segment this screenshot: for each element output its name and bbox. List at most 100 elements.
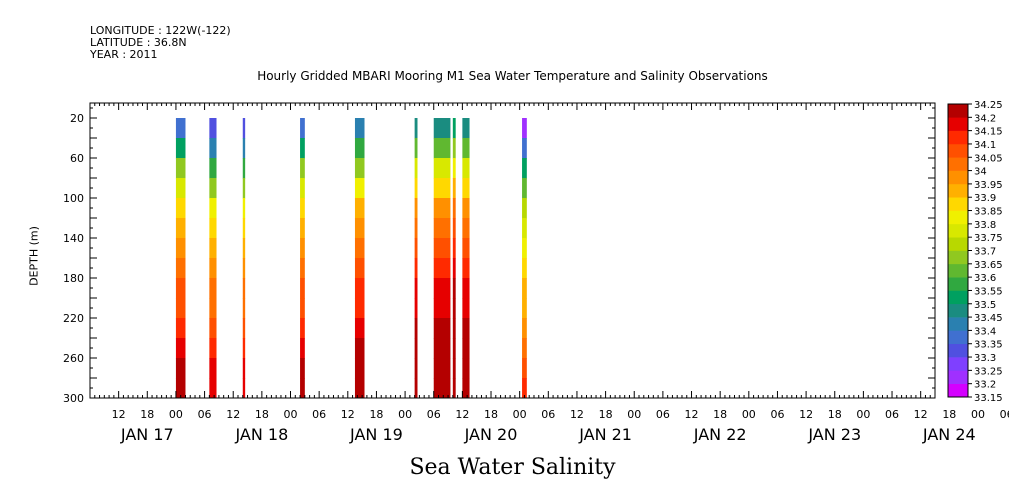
colorbar-label: 33.9 bbox=[974, 193, 996, 204]
salinity-band bbox=[175, 218, 186, 239]
salinity-band bbox=[414, 198, 418, 219]
colorbar-label: 34 bbox=[974, 167, 987, 178]
salinity-band bbox=[452, 198, 456, 219]
salinity-band bbox=[462, 258, 470, 279]
x-hour-tick-label: 06 bbox=[312, 408, 326, 421]
salinity-band bbox=[300, 258, 305, 279]
salinity-band bbox=[300, 138, 305, 159]
colorbar-label: 33.3 bbox=[974, 353, 996, 364]
salinity-band bbox=[354, 338, 365, 359]
colorbar-label: 34.1 bbox=[974, 140, 996, 151]
salinity-band bbox=[522, 358, 527, 379]
x-hour-tick-label: 12 bbox=[799, 408, 813, 421]
salinity-band bbox=[242, 238, 246, 259]
x-day-label: JAN 17 bbox=[120, 425, 174, 444]
x-hour-tick-label: 00 bbox=[856, 408, 870, 421]
y-tick-label: 220 bbox=[63, 312, 84, 325]
salinity-band bbox=[522, 238, 527, 259]
colorbar-swatch bbox=[948, 183, 968, 198]
salinity-band bbox=[414, 138, 418, 159]
y-tick-label: 100 bbox=[63, 192, 84, 205]
x-day-label: JAN 21 bbox=[578, 425, 632, 444]
x-hour-tick-label: 18 bbox=[140, 408, 154, 421]
colorbar-swatch bbox=[948, 143, 968, 158]
salinity-band bbox=[175, 318, 186, 339]
colorbar-swatch bbox=[948, 357, 968, 371]
salinity-band bbox=[242, 218, 246, 239]
salinity-band bbox=[242, 158, 246, 179]
salinity-band bbox=[414, 118, 418, 139]
salinity-band bbox=[300, 158, 305, 179]
observation-block bbox=[522, 118, 527, 399]
salinity-band bbox=[175, 118, 186, 139]
x-hour-tick-label: 06 bbox=[885, 408, 899, 421]
salinity-band bbox=[522, 218, 527, 239]
x-hour-tick-label: 00 bbox=[284, 408, 298, 421]
colorbar-swatch bbox=[948, 343, 968, 358]
x-hour-tick-label: 18 bbox=[713, 408, 727, 421]
salinity-band bbox=[522, 198, 527, 219]
x-hour-tick-label: 12 bbox=[455, 408, 469, 421]
salinity-band bbox=[433, 238, 451, 259]
salinity-band bbox=[209, 258, 217, 279]
observation-block bbox=[354, 118, 365, 399]
x-hour-tick-label: 12 bbox=[341, 408, 355, 421]
salinity-band bbox=[414, 178, 418, 199]
x-hour-tick-label: 00 bbox=[513, 408, 527, 421]
salinity-band bbox=[433, 278, 451, 299]
salinity-band bbox=[462, 378, 470, 399]
salinity-band bbox=[452, 218, 456, 239]
salinity-band bbox=[433, 198, 451, 219]
colorbar-swatch bbox=[948, 170, 968, 185]
salinity-band bbox=[433, 378, 451, 399]
salinity-band bbox=[414, 258, 418, 279]
salinity-band bbox=[175, 278, 186, 299]
salinity-band bbox=[209, 158, 217, 179]
salinity-band bbox=[300, 198, 305, 219]
colorbar-swatch bbox=[948, 263, 968, 278]
salinity-band bbox=[209, 138, 217, 159]
y-tick-label: 300 bbox=[63, 392, 84, 405]
y-tick-label: 260 bbox=[63, 352, 84, 365]
salinity-band bbox=[209, 278, 217, 299]
salinity-band bbox=[209, 178, 217, 199]
salinity-band bbox=[175, 178, 186, 199]
year-label: YEAR : 2011 bbox=[90, 48, 158, 61]
salinity-band bbox=[242, 298, 246, 319]
colorbar-label: 34.15 bbox=[974, 127, 1003, 138]
x-day-label: JAN 20 bbox=[464, 425, 518, 444]
chart-footer-title: Sea Water Salinity bbox=[409, 455, 616, 480]
salinity-band bbox=[433, 138, 451, 159]
observation-block bbox=[209, 118, 217, 399]
salinity-band bbox=[354, 218, 365, 239]
salinity-band bbox=[300, 118, 305, 139]
x-day-label: JAN 22 bbox=[693, 425, 747, 444]
x-hour-tick-label: 18 bbox=[255, 408, 269, 421]
salinity-band bbox=[433, 118, 451, 139]
x-hour-tick-label: 06 bbox=[770, 408, 784, 421]
colorbar-label: 33.65 bbox=[974, 260, 1003, 271]
plot-frame bbox=[89, 102, 936, 399]
salinity-band bbox=[452, 338, 456, 359]
salinity-band bbox=[354, 278, 365, 299]
salinity-band bbox=[209, 198, 217, 219]
salinity-band bbox=[300, 318, 305, 339]
salinity-band bbox=[354, 138, 365, 159]
salinity-band bbox=[414, 378, 418, 399]
salinity-band bbox=[175, 358, 186, 379]
salinity-band bbox=[522, 138, 527, 159]
x-hour-tick-label: 12 bbox=[914, 408, 928, 421]
salinity-band bbox=[522, 338, 527, 359]
colorbar-label: 33.95 bbox=[974, 180, 1003, 191]
colorbar-swatch bbox=[948, 290, 968, 305]
x-hour-tick-label: 00 bbox=[971, 408, 985, 421]
salinity-band bbox=[414, 318, 418, 339]
x-hour-tick-label: 06 bbox=[656, 408, 670, 421]
colorbar-swatch bbox=[948, 237, 968, 251]
chart-title: Hourly Gridded MBARI Mooring M1 Sea Wate… bbox=[257, 69, 768, 83]
x-hour-tick-label: 00 bbox=[169, 408, 183, 421]
salinity-band bbox=[462, 138, 470, 159]
salinity-band bbox=[209, 338, 217, 359]
colorbar-swatch bbox=[948, 104, 968, 118]
colorbar-label: 33.7 bbox=[974, 247, 996, 258]
